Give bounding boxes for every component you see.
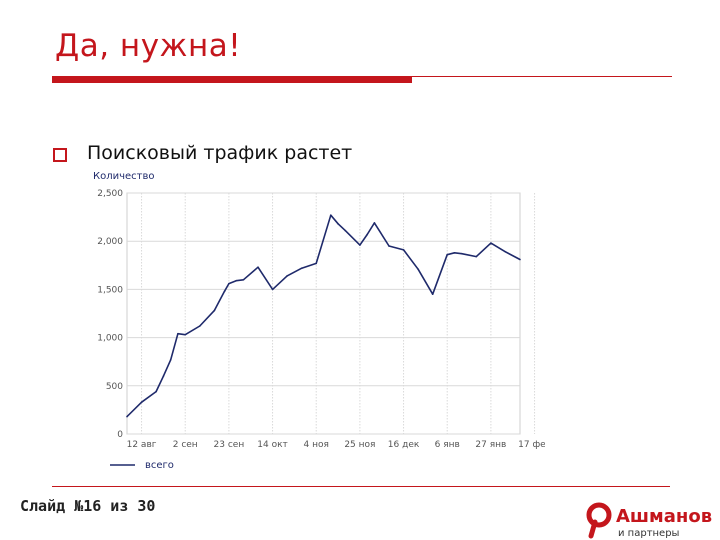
slide-number: Слайд №16 из 30: [20, 497, 156, 515]
x-tick-label: 4 ноя: [304, 440, 329, 450]
data-point: [140, 401, 143, 403]
data-point: [359, 244, 361, 246]
data-point: [126, 415, 128, 418]
data-point: [198, 325, 201, 327]
data-point: [162, 375, 165, 377]
logo-sub-text: и партнеры: [618, 528, 679, 539]
y-tick-label: 1,500: [97, 285, 123, 295]
y-tick-label: 2,500: [97, 189, 123, 199]
y-tick-label: 500: [106, 382, 123, 392]
data-point: [286, 275, 288, 277]
x-tick-label: 14 окт: [257, 440, 288, 450]
data-point: [315, 262, 318, 265]
x-tick-label: 2 сен: [173, 440, 198, 450]
traffic-line-chart: Количество 0 500 1,000 1,500 2,000 2,500 12 авг…: [93, 171, 545, 471]
data-point: [431, 293, 434, 296]
data-point: [271, 288, 274, 291]
data-point: [475, 255, 478, 258]
x-tick-label: 17 фев: [518, 440, 545, 450]
y-tick-label: 0: [117, 430, 123, 440]
bullet-square-icon: [53, 148, 67, 162]
x-tick-label: 27 янв: [475, 440, 506, 450]
data-point: [519, 258, 521, 261]
x-tick-label: 25 ноя: [344, 440, 375, 450]
data-point: [504, 251, 507, 253]
data-point: [460, 252, 463, 255]
ashmanov-logo: Ашманов и партнеры: [586, 502, 712, 539]
data-point: [366, 233, 368, 236]
x-tick-label: 16 дек: [388, 440, 420, 450]
data-point: [155, 390, 157, 393]
x-tick-label: 6 янв: [435, 440, 460, 450]
data-point: [223, 290, 226, 293]
data-point: [177, 332, 179, 335]
data-point: [235, 279, 237, 282]
bullet-text: Поисковый трафик растет: [87, 142, 353, 164]
data-point: [490, 242, 492, 244]
logo-mark-icon: [586, 502, 612, 539]
legend-label: всего: [145, 460, 174, 471]
data-point: [337, 223, 339, 225]
footer-divider: [52, 486, 670, 487]
data-point: [300, 267, 303, 269]
logo-main-text: Ашманов: [616, 506, 712, 527]
y-tick-label: 2,000: [97, 237, 123, 247]
x-tick-label: 12 авг: [127, 440, 157, 450]
data-point: [257, 266, 259, 269]
data-point: [329, 214, 332, 216]
title-underline-thick: [52, 76, 412, 83]
data-point: [373, 222, 376, 224]
data-point: [453, 251, 456, 254]
data-point: [402, 249, 405, 251]
x-tick-label: 23 сен: [214, 440, 245, 450]
data-point: [446, 253, 449, 256]
title-underline-thin: [412, 76, 672, 77]
slide-title: Да, нужна!: [55, 28, 242, 64]
data-point: [169, 358, 172, 361]
data-point: [417, 268, 419, 270]
y-axis-label: Количество: [93, 171, 155, 182]
plot-area: [126, 192, 521, 435]
data-point: [228, 282, 230, 285]
y-tick-label: 1,000: [97, 334, 123, 344]
data-point: [388, 245, 390, 247]
data-point: [242, 278, 245, 281]
data-point: [184, 333, 187, 336]
data-point: [344, 229, 347, 232]
data-point: [213, 309, 216, 312]
